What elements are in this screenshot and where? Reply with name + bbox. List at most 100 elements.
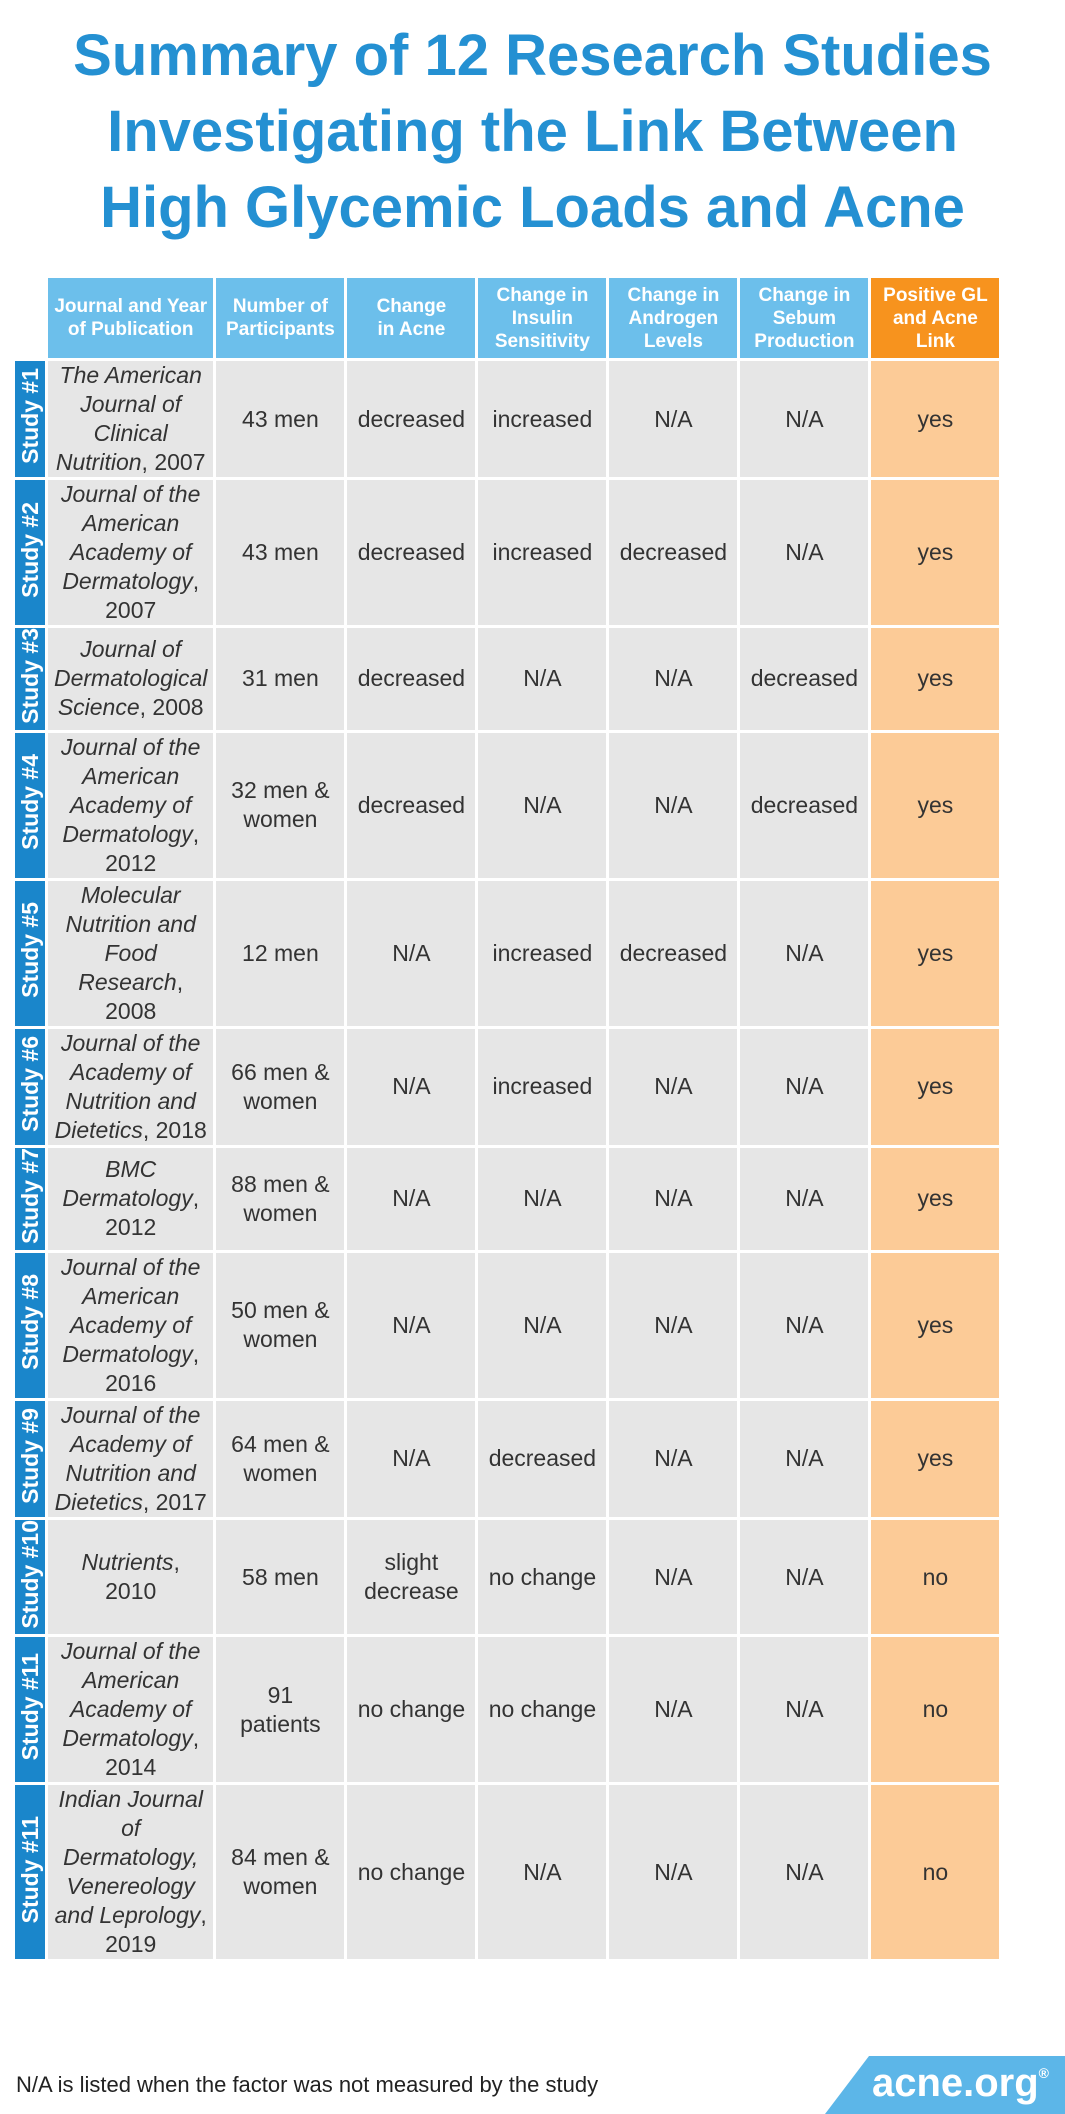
publication-year-line: 2012 bbox=[105, 849, 157, 876]
journal-line: American bbox=[54, 762, 207, 791]
insulin-sensitivity-cell: N/A bbox=[478, 1147, 607, 1250]
participants-line: 64 men & bbox=[231, 1430, 330, 1457]
participants-line: patients bbox=[240, 1710, 321, 1737]
androgen-levels-cell: N/A bbox=[609, 1637, 738, 1783]
journal-name: Academy of bbox=[69, 791, 192, 818]
table-row: Study #1 The American Journal of Clinical N… bbox=[15, 361, 1000, 477]
header-positive-line-3: Link bbox=[915, 330, 955, 352]
insulin-sensitivity-cell: increased bbox=[478, 361, 607, 477]
header-acne: Change in Acne bbox=[347, 278, 476, 358]
study-label-cell: Study #2 bbox=[15, 480, 45, 625]
insulin-sensitivity-cell: increased bbox=[478, 480, 607, 625]
header-positive-link: Positive GL and Acne Link bbox=[871, 278, 1000, 358]
journal-text: BMC Dermatology, 2012 bbox=[48, 1155, 213, 1242]
acne-change-cell: N/A bbox=[347, 1147, 476, 1250]
journal-line: Journal of the bbox=[54, 1637, 207, 1666]
header-sebum-line-1: Change in bbox=[758, 284, 851, 306]
page-title: Summary of 12 Research Studies Investiga… bbox=[0, 18, 1065, 246]
journal-line: Venereology bbox=[54, 1872, 207, 1901]
participants-line: 43 men bbox=[242, 539, 319, 565]
table-row: Study #7 BMC Dermatology, 2012 88 men & women… bbox=[15, 1147, 1000, 1250]
journal-name: Nutrition and bbox=[65, 1087, 196, 1114]
journal-cell: Journal of the American Academy of Dermatol… bbox=[48, 480, 214, 625]
publication-year: , bbox=[192, 1340, 200, 1367]
journal-text: Journal of the American Academy of Dermatol… bbox=[48, 733, 213, 878]
journal-text: Journal of the American Academy of Dermatol… bbox=[48, 1637, 213, 1782]
journal-name: Journal of the bbox=[61, 1401, 201, 1428]
study-label-cell: Study #3 bbox=[15, 628, 45, 730]
journal-cell: Journal of the American Academy of Dermatol… bbox=[48, 1252, 214, 1398]
journal-line: Nutrition and bbox=[54, 1087, 207, 1116]
participants-cell: 66 men & women bbox=[216, 1028, 345, 1145]
acne-change-line: decrease bbox=[364, 1578, 459, 1605]
header-journal: Journal and Year of Publication bbox=[48, 278, 214, 358]
publication-year: , 2007 bbox=[141, 449, 206, 475]
title-line-1: Summary of 12 Research Studies bbox=[73, 23, 992, 88]
journal-line: Dietetics, 2018 bbox=[54, 1116, 207, 1145]
header-insulin-line-1: Change in bbox=[496, 284, 589, 306]
acne-change-line: slight bbox=[384, 1549, 439, 1576]
journal-line: and Leprology, bbox=[54, 1901, 207, 1930]
table-row: Study #4 Journal of the American Academy of… bbox=[15, 732, 1000, 878]
androgen-levels-cell: N/A bbox=[609, 1519, 738, 1635]
insulin-sensitivity-cell: N/A bbox=[478, 1785, 607, 1960]
journal-text: Journal of the American Academy of Dermatol… bbox=[48, 1253, 213, 1398]
acne-change-cell: no change bbox=[347, 1637, 476, 1783]
journal-cell: Journal of the American Academy of Dermatol… bbox=[48, 732, 214, 878]
journal-text: Journal of the Academy of Nutrition and Die… bbox=[48, 1401, 213, 1517]
androgen-levels-cell: N/A bbox=[609, 1147, 738, 1250]
header-corner bbox=[15, 278, 45, 358]
journal-line: Dermatology, bbox=[54, 1184, 207, 1213]
study-label-cell: Study #5 bbox=[15, 880, 45, 1026]
publication-year-line: 2016 bbox=[105, 1369, 157, 1396]
sebum-production-cell: decreased bbox=[740, 628, 869, 730]
journal-text: Journal of Dermatological Science, 2008 bbox=[48, 635, 213, 722]
study-label-cell: Study #8 bbox=[15, 1252, 45, 1398]
publication-year: , 2010 bbox=[105, 1549, 180, 1605]
study-label: Study #3 bbox=[16, 628, 43, 724]
header-participants-line-2: Participants bbox=[226, 319, 335, 340]
brand-name: acne.org bbox=[871, 2061, 1039, 2105]
participants-line: women bbox=[243, 1459, 318, 1486]
insulin-sensitivity-cell: N/A bbox=[478, 628, 607, 730]
journal-cell: Molecular Nutrition and Food Research, 2008 bbox=[48, 880, 214, 1026]
journal-name: Academy of bbox=[69, 1311, 192, 1338]
positive-link-cell: yes bbox=[871, 880, 1000, 1026]
positive-link-cell: no bbox=[871, 1637, 1000, 1783]
journal-line: Journal of the bbox=[54, 1253, 207, 1282]
publication-year-line: 2014 bbox=[105, 1754, 157, 1781]
header-androgen-line-3: Levels bbox=[643, 330, 703, 352]
journal-name: Dermatological bbox=[54, 665, 208, 692]
acne-change-cell: decreased bbox=[347, 732, 476, 878]
table-row: Study #5 Molecular Nutrition and Food Resea… bbox=[15, 880, 1000, 1026]
sebum-production-cell: N/A bbox=[740, 1785, 869, 1960]
positive-link-cell: yes bbox=[871, 1400, 1000, 1517]
insulin-sensitivity-cell: N/A bbox=[478, 732, 607, 878]
journal-line: Nutrition and bbox=[54, 910, 207, 939]
header-positive-line-2: and Acne bbox=[892, 307, 978, 329]
journal-line: Academy of bbox=[54, 1430, 207, 1459]
study-label-cell: Study #10 bbox=[15, 1519, 45, 1635]
participants-cell: 58 men bbox=[216, 1519, 345, 1635]
journal-text: Molecular Nutrition and Food Research, 2008 bbox=[48, 881, 213, 1026]
positive-link-cell: yes bbox=[871, 732, 1000, 878]
journal-name: Indian Journal bbox=[58, 1786, 203, 1813]
study-label: Study #7 bbox=[16, 1147, 43, 1244]
study-label: Study #4 bbox=[16, 754, 43, 851]
journal-line: Indian Journal bbox=[54, 1785, 207, 1814]
publication-year: , bbox=[192, 820, 200, 847]
insulin-sensitivity-cell: increased bbox=[478, 880, 607, 1026]
study-label: Study #11 bbox=[16, 1815, 43, 1924]
header-sebum-line-3: Production bbox=[754, 330, 855, 352]
journal-name: Academy of bbox=[69, 539, 192, 565]
journal-line: American bbox=[54, 509, 207, 538]
participants-line: 50 men & bbox=[231, 1297, 330, 1324]
journal-line: The American bbox=[54, 361, 207, 390]
androgen-levels-cell: N/A bbox=[609, 1252, 738, 1398]
brand-registered-mark: ® bbox=[1038, 2065, 1049, 2081]
header-row: Journal and Year of Publication Number o… bbox=[15, 278, 1000, 358]
journal-line: Dermatology, bbox=[54, 1340, 207, 1369]
publication-year-line: 2012 bbox=[105, 1214, 157, 1241]
participants-line: 58 men bbox=[242, 1563, 319, 1590]
journal-line: Dermatology, bbox=[54, 1724, 207, 1753]
